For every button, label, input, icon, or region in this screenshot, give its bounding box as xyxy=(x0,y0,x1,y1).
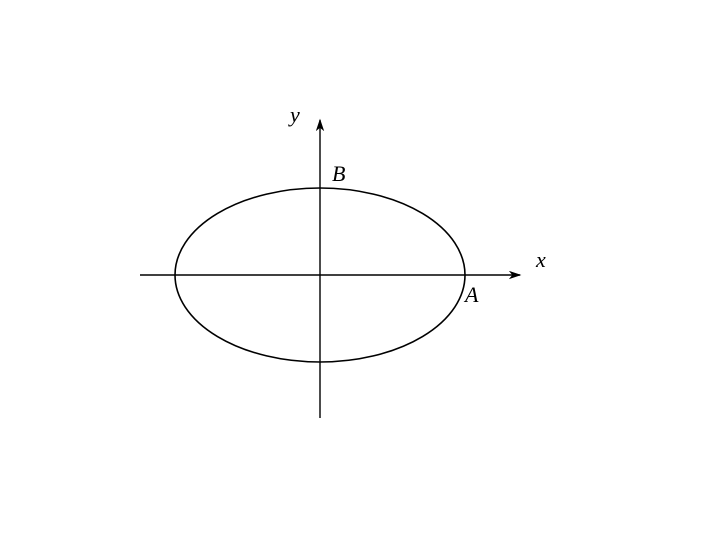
x-axis-label: x xyxy=(535,247,546,272)
y-axis-label: y xyxy=(288,102,300,127)
point-a-label: A xyxy=(463,282,479,307)
point-b-label: B xyxy=(332,161,345,186)
